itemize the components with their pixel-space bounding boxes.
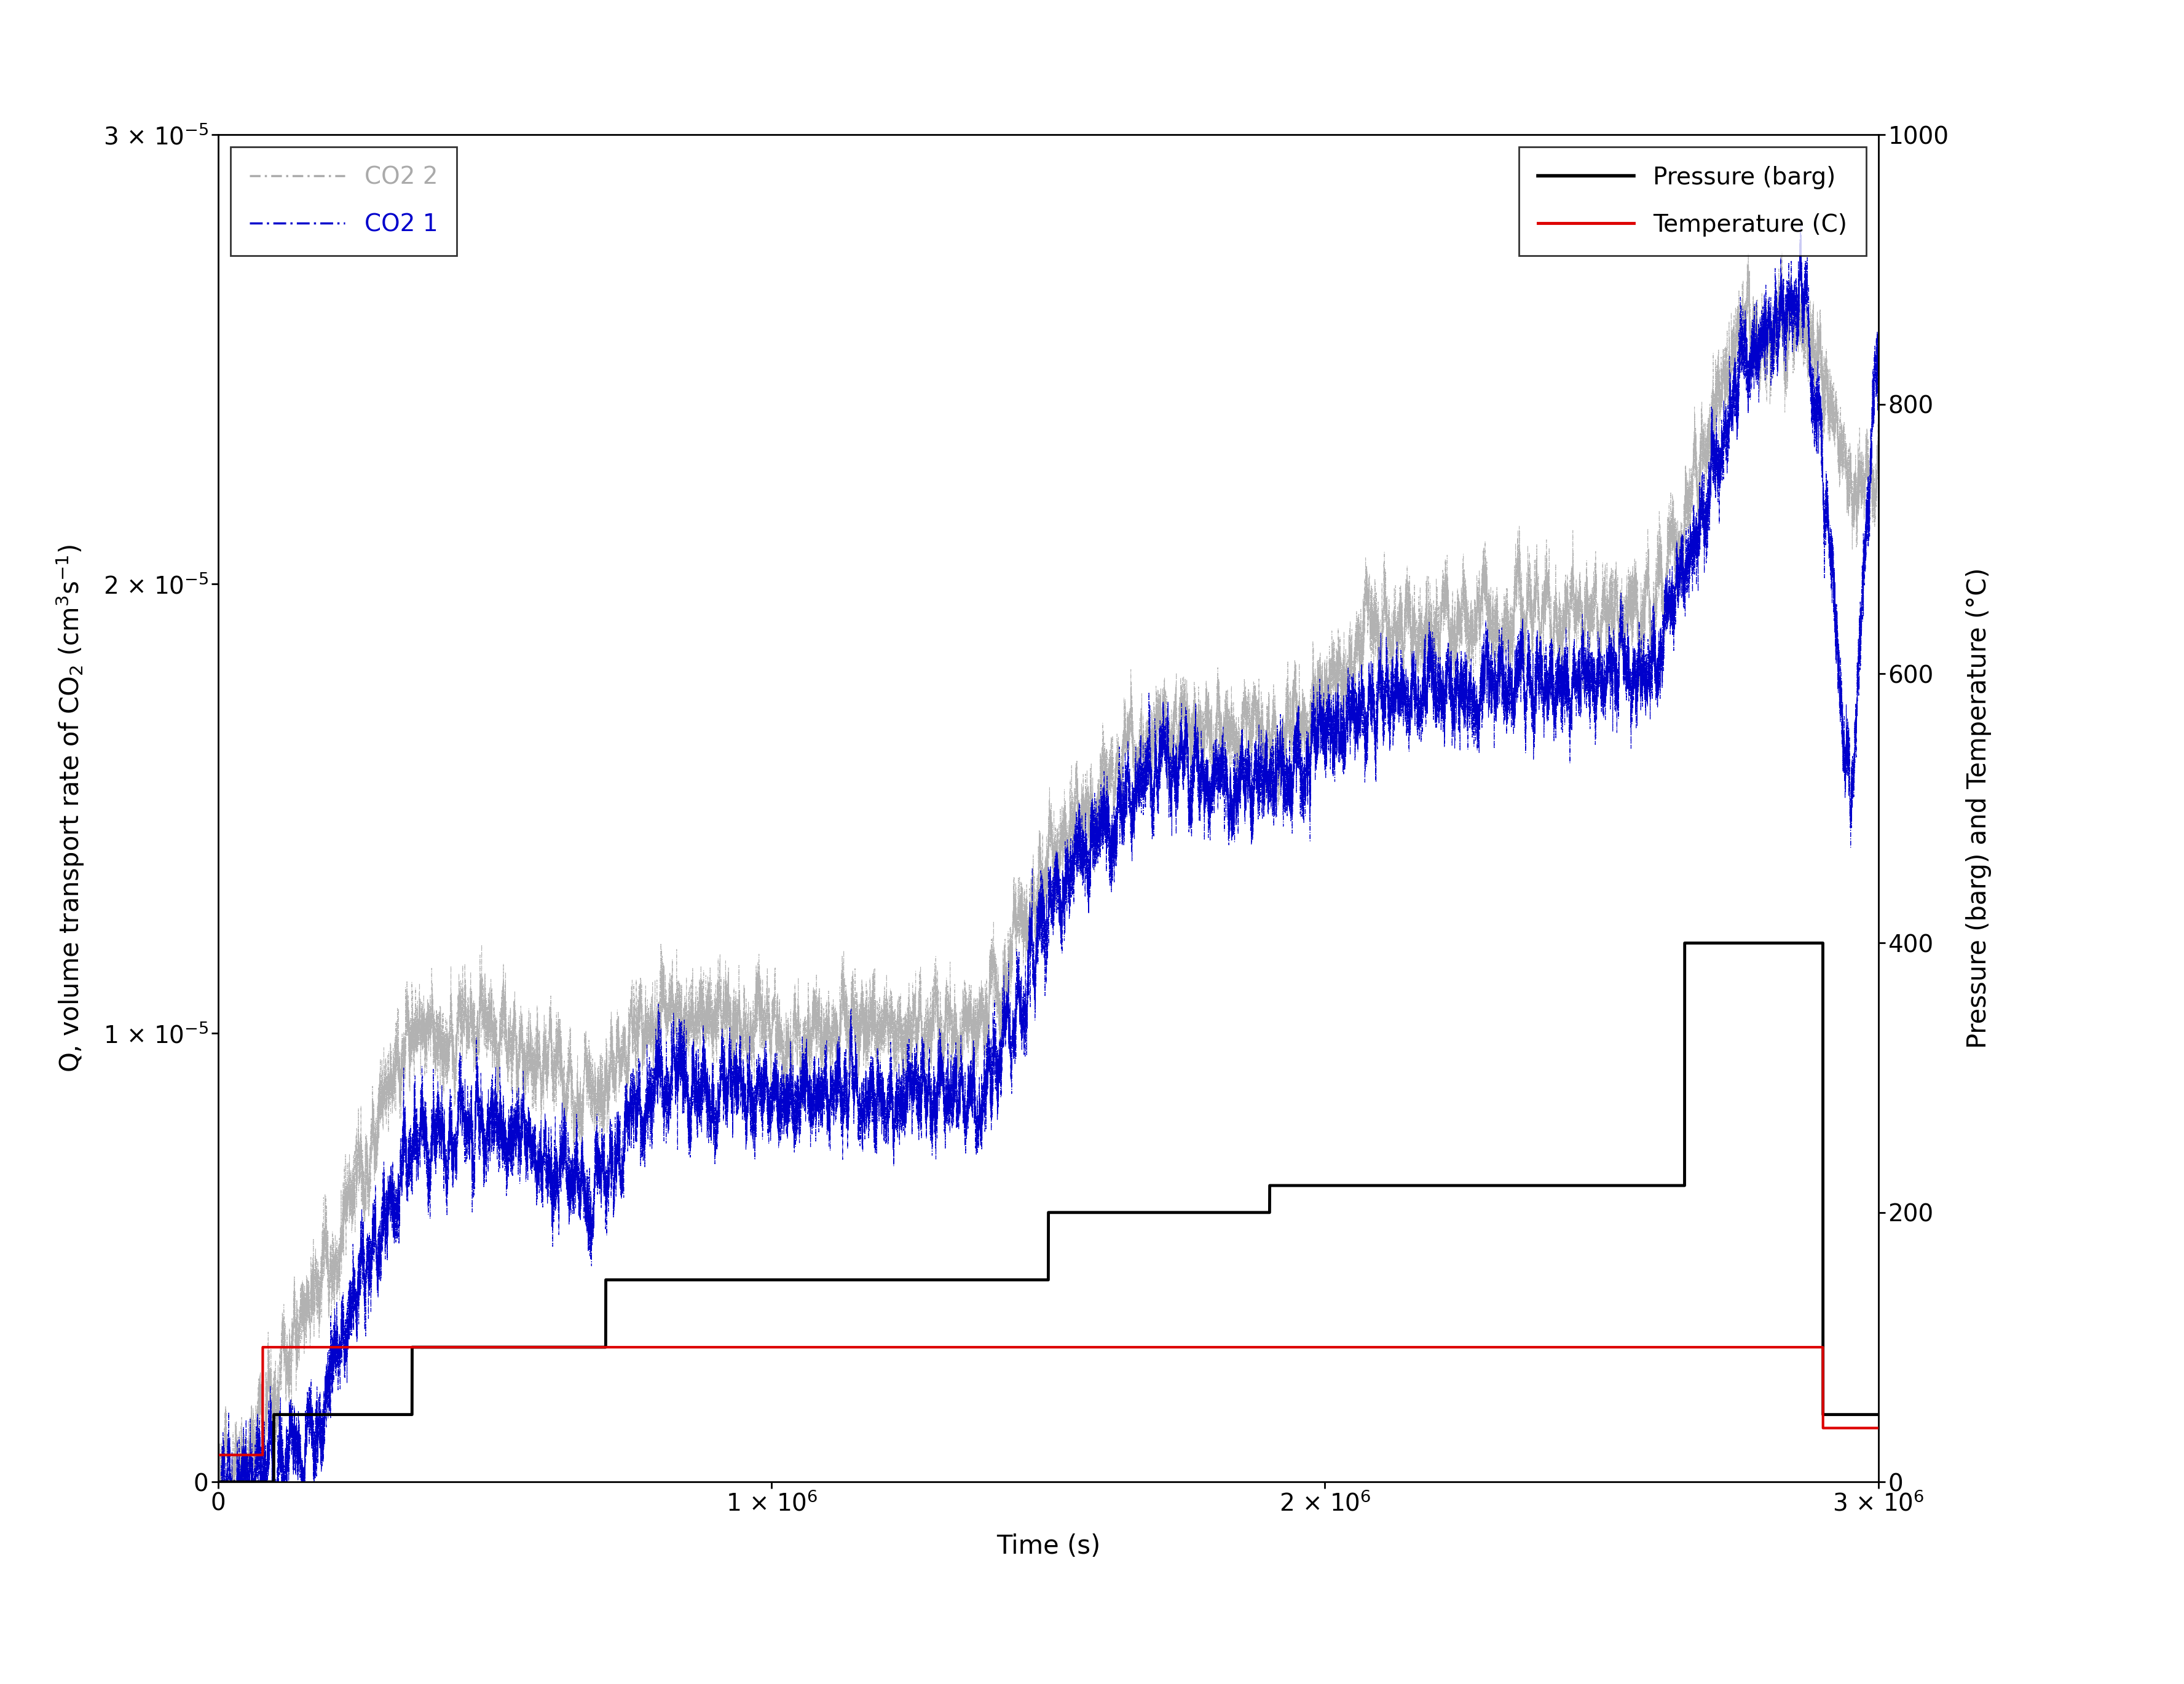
Temperature (C) (1120, 1337, 1147, 1357)
Line: Temperature (C): Temperature (C) (218, 1347, 1878, 1455)
CO2 1 (1570, 626, 1597, 647)
Pressure (barg) (1570, 1175, 1597, 1196)
CO2 1 (378, 1212, 404, 1233)
X-axis label: Time (s): Time (s) (996, 1532, 1101, 1559)
Temperature (C) (216, 1445, 242, 1465)
CO2 2 (1112, 712, 1138, 733)
Pressure (barg) (205, 1472, 232, 1492)
CO2 2 (378, 1093, 404, 1113)
CO2 1 (205, 1472, 232, 1492)
Pressure (barg) (1112, 1202, 1138, 1223)
Pressure (barg) (1865, 1404, 1891, 1425)
CO2 1 (1120, 795, 1147, 815)
Temperature (C) (205, 1445, 232, 1465)
Pressure (barg) (378, 1404, 404, 1425)
CO2 2 (1120, 756, 1147, 776)
Y-axis label: Pressure (barg) and Temperature (°C): Pressure (barg) and Temperature (°C) (1966, 568, 1992, 1049)
CO2 2 (205, 1442, 232, 1462)
Temperature (C) (1053, 1337, 1079, 1357)
CO2 1 (1051, 889, 1077, 909)
CO2 2 (1865, 446, 1891, 466)
Y-axis label: Q, volume transport rate of CO$_2$ (cm$^3$s$^{-1}$): Q, volume transport rate of CO$_2$ (cm$^… (55, 544, 85, 1073)
Temperature (C) (1112, 1337, 1138, 1357)
CO2 2 (1053, 820, 1079, 840)
Line: CO2 2: CO2 2 (218, 251, 1878, 1482)
CO2 2 (1769, 241, 1795, 261)
CO2 1 (216, 1472, 242, 1492)
Temperature (C) (1865, 1418, 1891, 1438)
Pressure (barg) (216, 1472, 242, 1492)
Temperature (C) (378, 1337, 404, 1357)
CO2 2 (205, 1472, 232, 1492)
Line: Pressure (barg): Pressure (barg) (218, 943, 1878, 1482)
CO2 1 (1789, 209, 1815, 229)
Legend: Pressure (barg), Temperature (C): Pressure (barg), Temperature (C) (1520, 147, 1867, 256)
CO2 1 (1112, 812, 1138, 832)
Pressure (barg) (1120, 1202, 1147, 1223)
Temperature (C) (1570, 1337, 1597, 1357)
Pressure (barg) (1051, 1202, 1077, 1223)
Pressure (barg) (1671, 933, 1697, 953)
CO2 2 (216, 1472, 242, 1492)
Temperature (C) (249, 1337, 275, 1357)
Line: CO2 1: CO2 1 (218, 219, 1878, 1482)
CO2 2 (1570, 642, 1597, 662)
CO2 1 (1865, 367, 1891, 387)
